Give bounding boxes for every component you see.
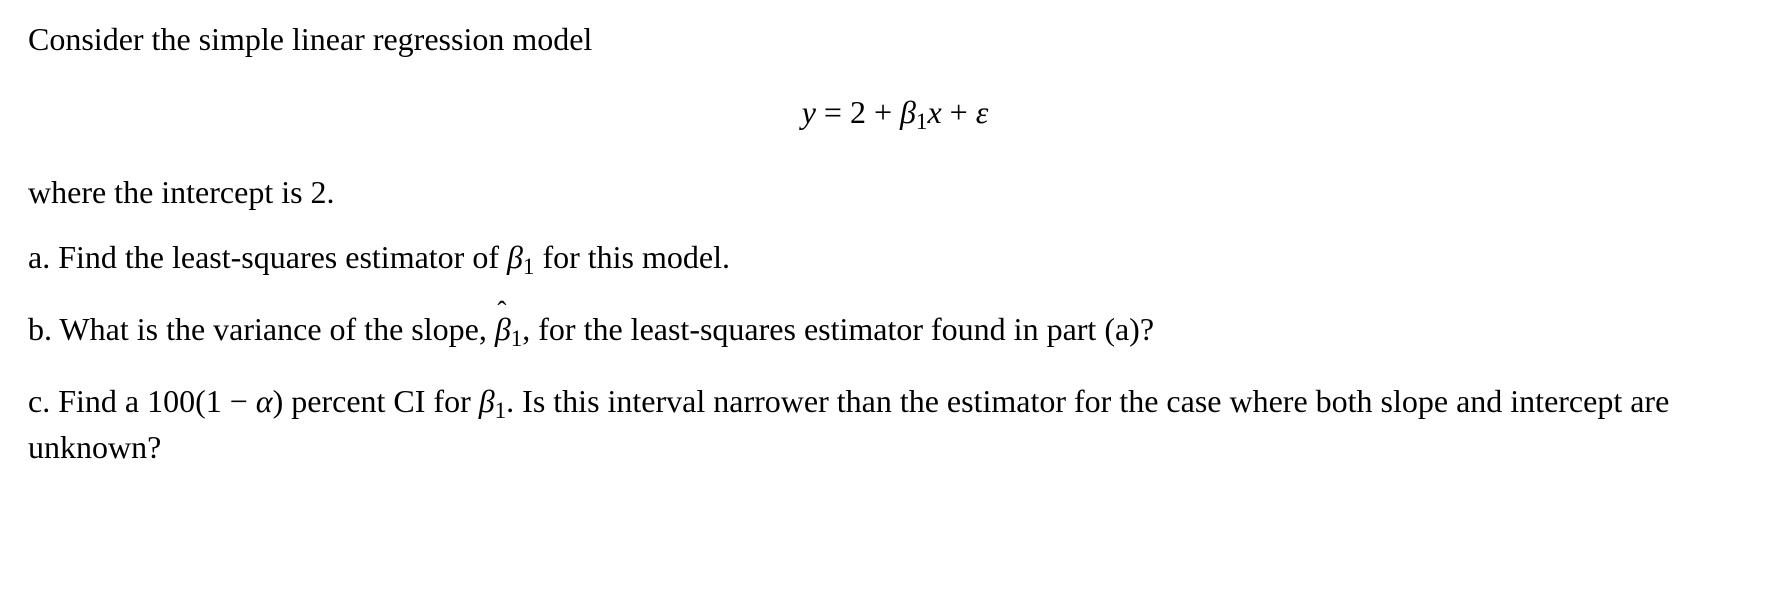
problem-page: Consider the simple linear regression mo… xyxy=(0,0,1790,487)
part-b-betahat: ˆβ xyxy=(495,308,511,351)
part-a-beta: β xyxy=(507,239,523,275)
eq-y: y xyxy=(802,94,816,130)
part-a: a. Find the least-squares estimator of β… xyxy=(28,236,1762,282)
intro-line-2: where the intercept is 2. xyxy=(28,171,1762,214)
part-b-label: b. xyxy=(28,311,59,347)
part-c-100: 100(1 − xyxy=(147,383,256,419)
part-a-text1: Find the least-squares estimator of xyxy=(58,239,507,275)
part-b-text2: , for the least-squares estimator found … xyxy=(522,311,1154,347)
part-c: c. Find a 100(1 − α) percent CI for β1. … xyxy=(28,380,1762,469)
part-c-label: c. xyxy=(28,383,58,419)
eq-plus2: + xyxy=(942,94,976,130)
eq-beta: β xyxy=(900,94,916,130)
eq-intercept: 2 xyxy=(850,94,866,130)
model-equation: y = 2 + β1x + ε xyxy=(28,91,1762,137)
part-c-beta-sub: 1 xyxy=(495,397,507,423)
part-c-close: ) xyxy=(273,383,284,419)
part-b-text1: What is the variance of the slope, xyxy=(59,311,494,347)
part-c-alpha: α xyxy=(256,383,273,419)
part-a-text2: for this model. xyxy=(534,239,730,275)
eq-plus1: + xyxy=(866,94,900,130)
part-b-beta-sub: 1 xyxy=(511,325,523,351)
eq-eq: = xyxy=(816,94,850,130)
eq-x: x xyxy=(927,94,941,130)
part-a-beta-sub: 1 xyxy=(523,253,535,279)
part-a-label: a. xyxy=(28,239,58,275)
eq-beta-sub: 1 xyxy=(916,108,928,134)
part-b: b. What is the variance of the slope, ˆβ… xyxy=(28,308,1762,354)
eq-eps: ε xyxy=(976,94,989,130)
intro-line-1: Consider the simple linear regression mo… xyxy=(28,18,1762,61)
part-c-text2: percent CI for xyxy=(283,383,478,419)
hat-icon: ˆ xyxy=(497,293,506,330)
part-c-text1: Find a xyxy=(58,383,147,419)
part-c-beta: β xyxy=(479,383,495,419)
